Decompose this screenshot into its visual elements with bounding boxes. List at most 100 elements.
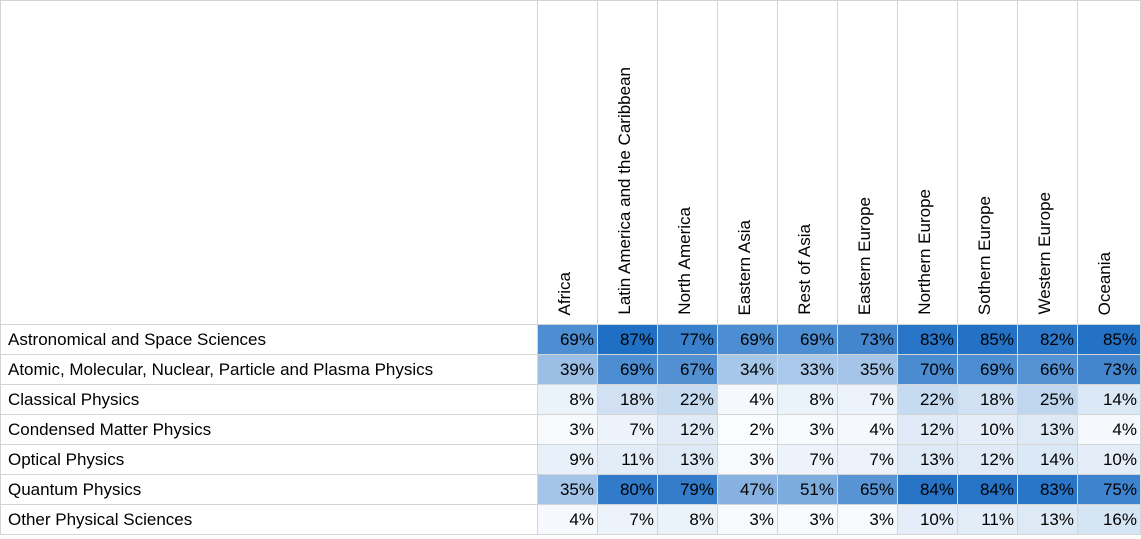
heatmap-cell[interactable]: 13% [1017, 414, 1078, 445]
heatmap-cell[interactable]: 13% [1017, 504, 1078, 535]
heatmap-cell[interactable]: 69% [717, 324, 778, 355]
heatmap-cell[interactable]: 84% [897, 474, 958, 505]
column-header[interactable]: Africa [537, 0, 598, 325]
heatmap-cell[interactable]: 85% [1077, 324, 1141, 355]
column-header-label: Western Europe [1035, 192, 1054, 315]
row-label[interactable]: Atomic, Molecular, Nuclear, Particle and… [0, 354, 538, 385]
row-label[interactable]: Optical Physics [0, 444, 538, 475]
heatmap-cell[interactable]: 9% [537, 444, 598, 475]
heatmap-cell[interactable]: 66% [1017, 354, 1078, 385]
heatmap-cell[interactable]: 65% [837, 474, 898, 505]
column-header[interactable]: Western Europe [1017, 0, 1078, 325]
heatmap-cell[interactable]: 3% [837, 504, 898, 535]
table-row: Classical Physics 8% 18% 22% 4% 8% 7% 22% 18% 25%… [0, 384, 1141, 415]
heatmap-cell[interactable]: 16% [1077, 504, 1141, 535]
heatmap-cell[interactable]: 4% [837, 414, 898, 445]
heatmap-cell[interactable]: 22% [897, 384, 958, 415]
heatmap-cell[interactable]: 33% [777, 354, 838, 385]
heatmap-cell[interactable]: 25% [1017, 384, 1078, 415]
column-header[interactable]: Eastern Europe [837, 0, 898, 325]
heatmap-cell[interactable]: 4% [1077, 414, 1141, 445]
heatmap-cell[interactable]: 69% [537, 324, 598, 355]
heatmap-cell[interactable]: 34% [717, 354, 778, 385]
heatmap-cell[interactable]: 4% [537, 504, 598, 535]
column-header-label: North America [675, 207, 694, 315]
heatmap-cell[interactable]: 14% [1017, 444, 1078, 475]
heatmap-cell[interactable]: 13% [897, 444, 958, 475]
row-label[interactable]: Condensed Matter Physics [0, 414, 538, 445]
heatmap-cell[interactable]: 87% [597, 324, 658, 355]
heatmap-cell[interactable]: 8% [777, 384, 838, 415]
column-header[interactable]: Sothern Europe [957, 0, 1018, 325]
heatmap-cell[interactable]: 83% [1017, 474, 1078, 505]
heatmap-cell[interactable]: 47% [717, 474, 778, 505]
column-header[interactable]: Rest of Asia [777, 0, 838, 325]
heatmap-cell[interactable]: 14% [1077, 384, 1141, 415]
table-row: Other Physical Sciences 4% 7% 8% 3% 3% 3% 10% 11… [0, 504, 1141, 535]
heatmap-cell[interactable]: 7% [837, 444, 898, 475]
heatmap-cell[interactable]: 10% [897, 504, 958, 535]
column-header[interactable]: Latin America and the Caribbean [597, 0, 658, 325]
row-label[interactable]: Classical Physics [0, 384, 538, 415]
heatmap-cell[interactable]: 69% [777, 324, 838, 355]
column-header-label: Oceania [1095, 251, 1114, 315]
heatmap-cell[interactable]: 39% [537, 354, 598, 385]
heatmap-cell[interactable]: 18% [957, 384, 1018, 415]
column-header-label: Rest of Asia [795, 224, 814, 315]
heatmap-cell[interactable]: 12% [897, 414, 958, 445]
heatmap-cell[interactable]: 10% [957, 414, 1018, 445]
heatmap-cell[interactable]: 7% [777, 444, 838, 475]
heatmap-cell[interactable]: 3% [777, 414, 838, 445]
heatmap-cell[interactable]: 7% [597, 504, 658, 535]
heatmap-cell[interactable]: 35% [537, 474, 598, 505]
heatmap-cell[interactable]: 35% [837, 354, 898, 385]
heatmap-cell[interactable]: 70% [897, 354, 958, 385]
row-label[interactable]: Other Physical Sciences [0, 504, 538, 535]
heatmap-cell[interactable]: 3% [717, 504, 778, 535]
heatmap-cell[interactable]: 69% [957, 354, 1018, 385]
heatmap-cell[interactable]: 69% [597, 354, 658, 385]
heatmap-cell[interactable]: 79% [657, 474, 718, 505]
heatmap-cell[interactable]: 85% [957, 324, 1018, 355]
heatmap-cell[interactable]: 22% [657, 384, 718, 415]
heatmap-cell[interactable]: 80% [597, 474, 658, 505]
heatmap-cell[interactable]: 75% [1077, 474, 1141, 505]
heatmap-cell[interactable]: 13% [657, 444, 718, 475]
heatmap-cell[interactable]: 67% [657, 354, 718, 385]
corner-cell[interactable] [0, 0, 538, 325]
heatmap-cell[interactable]: 7% [597, 414, 658, 445]
heatmap-cell[interactable]: 12% [957, 444, 1018, 475]
header-row: Africa Latin America and the Caribbean Nor… [0, 0, 1141, 325]
column-header-label: Eastern Europe [855, 196, 874, 315]
heatmap-cell[interactable]: 8% [657, 504, 718, 535]
heatmap-cell[interactable]: 11% [597, 444, 658, 475]
heatmap-cell[interactable]: 3% [777, 504, 838, 535]
heatmap-cell[interactable]: 10% [1077, 444, 1141, 475]
heatmap-cell[interactable]: 4% [717, 384, 778, 415]
heatmap-cell[interactable]: 7% [837, 384, 898, 415]
column-header[interactable]: Eastern Asia [717, 0, 778, 325]
heatmap-cell[interactable]: 77% [657, 324, 718, 355]
row-label[interactable]: Astronomical and Space Sciences [0, 324, 538, 355]
heatmap-cell[interactable]: 18% [597, 384, 658, 415]
column-header[interactable]: Northern Europe [897, 0, 958, 325]
heatmap-cell[interactable]: 11% [957, 504, 1018, 535]
heatmap-cell[interactable]: 73% [837, 324, 898, 355]
heatmap-cell[interactable]: 73% [1077, 354, 1141, 385]
table-row: Condensed Matter Physics 3% 7% 12% 2% 3% 4% 12%… [0, 414, 1141, 445]
row-label[interactable]: Quantum Physics [0, 474, 538, 505]
heatmap-cell[interactable]: 83% [897, 324, 958, 355]
heatmap-cell[interactable]: 82% [1017, 324, 1078, 355]
heatmap-cell[interactable]: 2% [717, 414, 778, 445]
column-header[interactable]: North America [657, 0, 718, 325]
column-header[interactable]: Oceania [1077, 0, 1141, 325]
heatmap-cell[interactable]: 3% [537, 414, 598, 445]
heatmap-cell[interactable]: 3% [717, 444, 778, 475]
table-row: Optical Physics 9% 11% 13% 3% 7% 7% 13% 12% 14% 10… [0, 444, 1141, 475]
heatmap-cell[interactable]: 12% [657, 414, 718, 445]
column-header-label: Eastern Asia [735, 219, 754, 315]
heatmap-cell[interactable]: 8% [537, 384, 598, 415]
heatmap-cell[interactable]: 51% [777, 474, 838, 505]
heatmap-cell[interactable]: 84% [957, 474, 1018, 505]
